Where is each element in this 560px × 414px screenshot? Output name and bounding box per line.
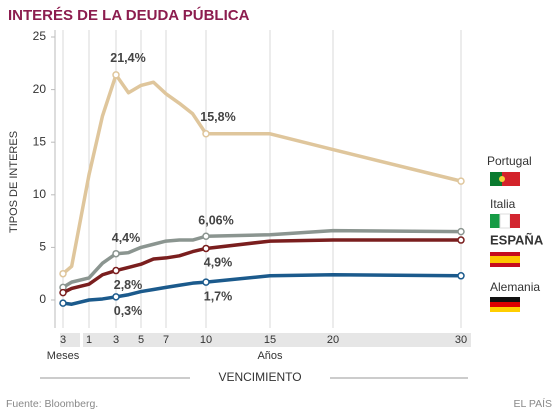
x-tick-label: 1	[86, 334, 92, 346]
y-tick-label: 20	[33, 82, 47, 96]
series-line	[62, 228, 462, 289]
value-label: 2,8%	[114, 278, 143, 292]
point-marker	[457, 272, 465, 280]
point-marker	[202, 130, 210, 138]
series-line	[62, 273, 462, 306]
x-tick-label: 5	[138, 334, 144, 346]
point-marker	[112, 249, 120, 258]
point-marker	[202, 278, 210, 286]
point-marker	[202, 232, 210, 240]
source: Fuente: Bloomberg.	[6, 398, 98, 410]
x-tick-label: 10	[200, 334, 212, 346]
value-label: 15,8%	[200, 110, 235, 124]
point-marker	[59, 269, 67, 278]
flag	[490, 213, 520, 229]
x-tick-label: 15	[264, 334, 276, 346]
value-label: 4,4%	[112, 231, 141, 245]
point-marker	[59, 299, 67, 307]
flag	[490, 297, 520, 312]
value-label: 21,4%	[110, 51, 145, 65]
point-marker	[59, 288, 67, 297]
point-marker	[457, 177, 465, 185]
chart-title: INTERÉS DE LA DEUDA PÚBLICA	[8, 6, 250, 24]
point-marker	[112, 71, 120, 79]
point-marker	[112, 293, 120, 301]
point-marker	[457, 236, 465, 244]
series-line	[62, 238, 461, 295]
x-group-label: Años	[257, 350, 283, 362]
y-tick-label: 10	[33, 187, 47, 201]
value-label: 0,3%	[114, 304, 143, 318]
credit: EL PAÍS	[513, 397, 552, 410]
point-marker	[202, 244, 210, 253]
y-tick-label: 0	[39, 292, 46, 306]
flag	[490, 252, 520, 267]
legend-label: Italia	[490, 197, 516, 211]
value-label: 4,9%	[204, 256, 233, 270]
point-marker	[112, 266, 120, 275]
x-axis-label: VENCIMIENTO	[218, 370, 301, 384]
flag	[490, 172, 520, 186]
value-label: 6,06%	[198, 214, 233, 228]
x-tick-label: 20	[327, 334, 339, 346]
x-tick-label: 3	[60, 334, 66, 346]
value-label: 1,7%	[204, 289, 233, 303]
axis-band	[60, 333, 80, 347]
series-line	[61, 73, 462, 276]
y-tick-label: 25	[33, 29, 47, 43]
x-tick-label: 3	[113, 334, 119, 346]
y-axis-label: TIPOS DE INTERES	[8, 131, 20, 233]
point-marker	[457, 227, 465, 236]
legend-label: ESPAÑA	[490, 232, 544, 247]
y-tick-label: 5	[39, 240, 46, 254]
y-tick-label: 15	[33, 134, 47, 148]
legend-label: Alemania	[490, 280, 540, 294]
legend-label: Portugal	[487, 154, 532, 168]
axis-band	[83, 333, 471, 347]
x-tick-label: 30	[455, 334, 467, 346]
x-tick-label: 7	[163, 334, 169, 346]
x-group-label: Meses	[47, 350, 80, 362]
